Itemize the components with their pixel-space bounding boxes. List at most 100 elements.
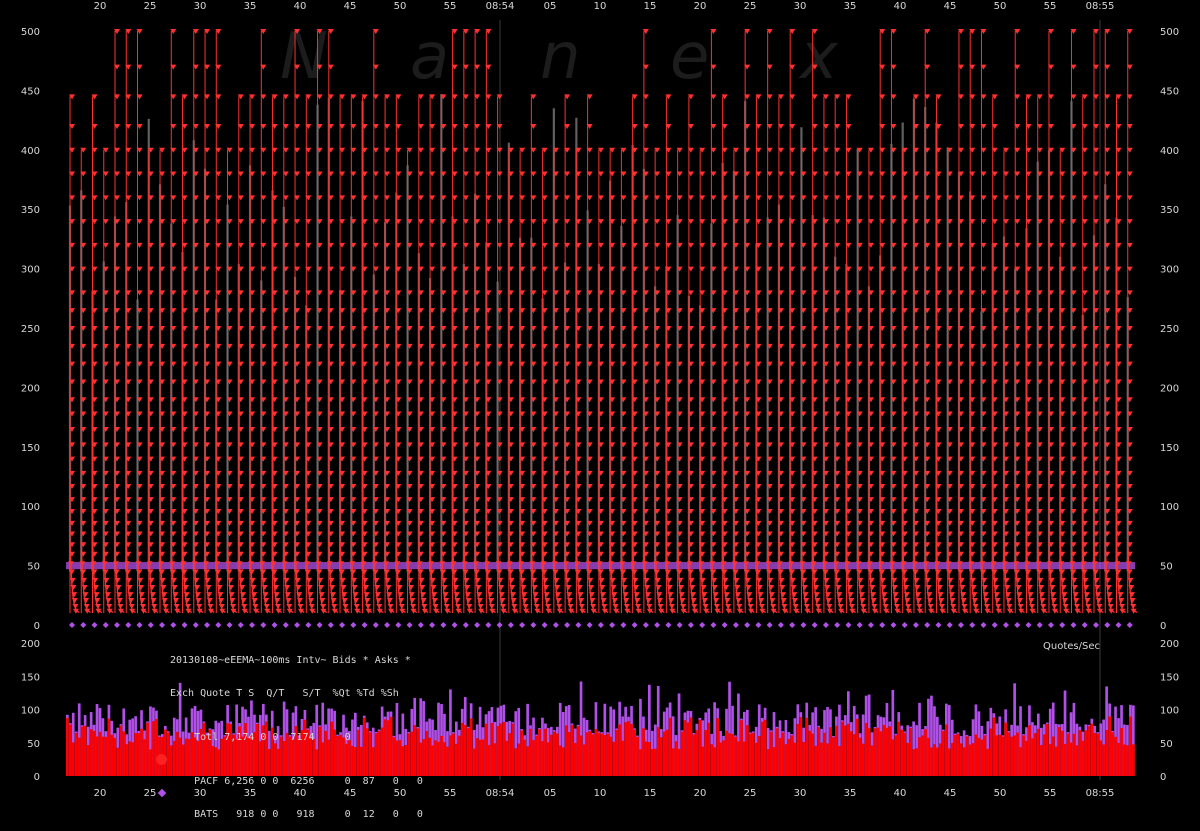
pacf-triangle: [474, 29, 481, 34]
pacf-bar: [333, 729, 336, 776]
pacf-triangle: [327, 219, 334, 225]
pacf-triangle: [327, 124, 334, 130]
pacf-triangle: [946, 484, 953, 490]
pacf-triangle: [417, 171, 424, 177]
pacf-triangle: [777, 520, 784, 526]
pacf-triangle: [464, 584, 471, 590]
pacf-triangle: [181, 397, 188, 403]
pacf-triangle: [170, 542, 177, 548]
pacf-triangle: [916, 603, 923, 609]
pacf-triangle: [462, 379, 469, 385]
pacf-triangle: [597, 343, 604, 349]
pacf-triangle: [316, 470, 323, 476]
pacf-triangle: [710, 326, 717, 331]
pacf-triangle: [339, 456, 346, 462]
bats-diamond: [294, 622, 301, 628]
pacf-triangle: [609, 531, 616, 537]
pacf-triangle: [834, 219, 841, 225]
pacf-triangle: [699, 219, 706, 225]
pacf-triangle: [721, 308, 728, 314]
pacf-triangle: [721, 326, 728, 331]
pacf-triangle: [249, 470, 256, 476]
y-tick-label-left: 0: [34, 621, 40, 632]
pacf-triangle: [800, 343, 807, 349]
pacf-triangle: [980, 343, 987, 349]
pacf-triangle: [983, 598, 990, 604]
pacf-triangle: [160, 584, 167, 590]
pacf-triangle: [215, 64, 222, 70]
pacf-triangle: [473, 569, 480, 575]
pacf-triangle: [316, 219, 323, 225]
pacf-triangle: [159, 426, 166, 432]
y-tick-label-left: 500: [21, 27, 40, 38]
bats-diamond: [631, 622, 638, 628]
pacf-triangle: [744, 520, 751, 526]
pacf-triangle: [845, 124, 852, 130]
pacf-triangle: [789, 442, 796, 448]
pacf-triangle: [429, 397, 436, 403]
pacf-triangle: [1025, 379, 1032, 385]
pacf-triangle: [564, 497, 571, 503]
pacf-triangle: [1059, 508, 1066, 514]
pacf-triangle: [564, 147, 571, 153]
pacf-triangle: [822, 219, 829, 225]
pacf-triangle: [890, 411, 897, 417]
pacf-triangle: [631, 397, 638, 403]
pacf-bar: [74, 732, 78, 776]
pacf-triangle: [991, 508, 998, 514]
pacf-bar: [945, 724, 948, 776]
pacf-triangle: [1051, 608, 1058, 614]
pacf-triangle: [912, 94, 919, 100]
pacf-triangle: [327, 426, 334, 432]
pacf-triangle: [102, 470, 109, 476]
pacf-triangle: [837, 598, 844, 604]
pacf-triangle: [905, 603, 912, 609]
pacf-triangle: [226, 470, 233, 476]
pacf-triangle: [991, 569, 998, 575]
pacf-triangle: [406, 411, 413, 417]
pacf-triangle: [777, 542, 784, 548]
pacf-triangle: [530, 508, 537, 514]
pacf-triangle: [294, 361, 301, 367]
pacf-triangle: [541, 520, 548, 526]
pacf-triangle: [162, 608, 169, 614]
pacf-triangle: [440, 361, 447, 367]
pacf-triangle: [218, 598, 225, 604]
pacf-triangle: [507, 442, 514, 448]
pacf-triangle: [395, 290, 402, 296]
pacf-triangle: [206, 592, 213, 598]
pacf-triangle: [1104, 242, 1111, 248]
pacf-triangle: [766, 520, 773, 526]
pacf-triangle: [721, 379, 728, 385]
pacf-triangle: [305, 497, 312, 503]
pacf-triangle: [699, 456, 706, 462]
pacf-triangle: [93, 592, 100, 598]
pacf-triangle: [226, 411, 233, 417]
watermark-letter: x: [798, 20, 839, 94]
pacf-bar: [686, 722, 690, 776]
pacf-triangle: [980, 29, 987, 34]
pacf-triangle: [204, 397, 211, 403]
pacf-triangle: [102, 308, 109, 314]
pacf-triangle: [429, 508, 436, 514]
pacf-triangle: [485, 426, 492, 432]
pacf-triangle: [871, 608, 878, 614]
pacf-triangle: [744, 242, 751, 248]
pacf-triangle: [474, 542, 481, 548]
pacf-triangle: [1014, 308, 1021, 314]
pacf-bar: [232, 734, 235, 776]
pacf-triangle: [305, 531, 312, 537]
pacf-triangle: [192, 308, 199, 314]
pacf-triangle: [170, 29, 177, 34]
pacf-triangle: [215, 456, 222, 462]
bats-diamond: [125, 622, 132, 628]
pacf-triangle: [530, 542, 537, 548]
pacf-triangle: [1073, 603, 1080, 609]
pacf-triangle: [181, 411, 188, 417]
pacf-triangle: [114, 94, 121, 100]
pacf-triangle: [1070, 531, 1077, 537]
bats-diamond: [676, 622, 683, 628]
pacf-triangle: [192, 326, 199, 331]
y-tick-label-right: 50: [1160, 562, 1173, 573]
pacf-bar: [113, 737, 117, 776]
